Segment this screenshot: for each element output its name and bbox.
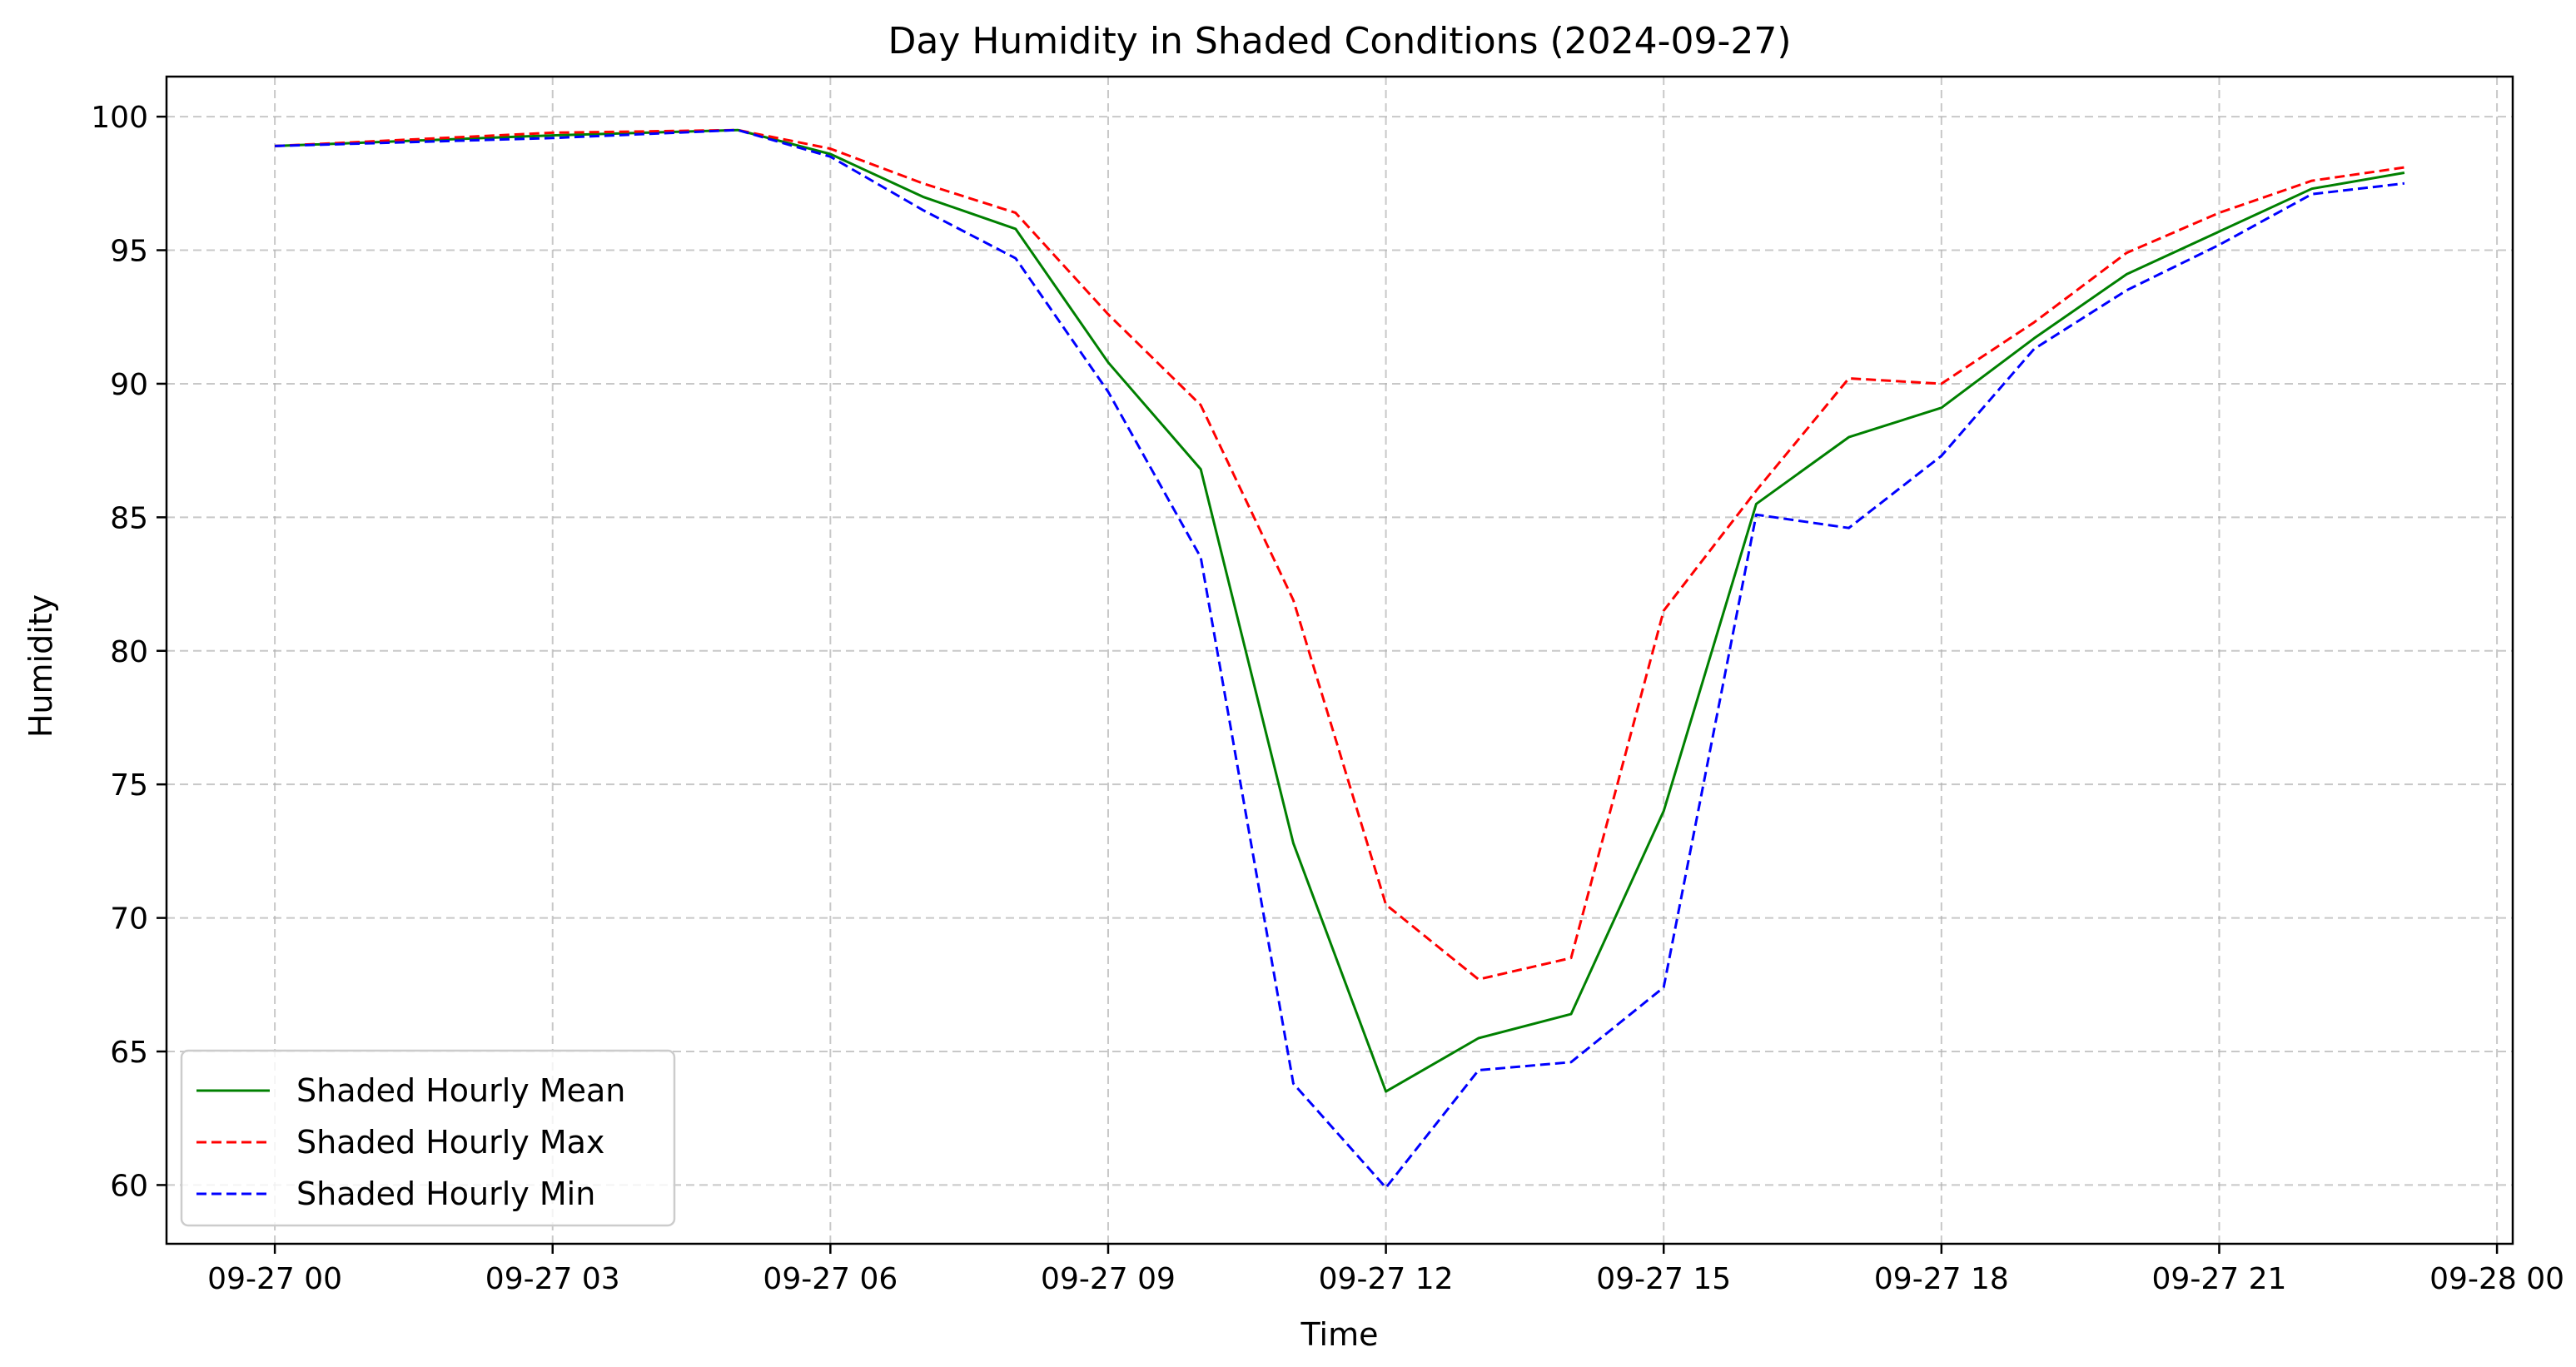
x-tick-label: 09-27 21 <box>2152 1262 2287 1296</box>
y-tick-label: 75 <box>110 768 148 803</box>
legend: Shaded Hourly Mean Shaded Hourly Max Shade… <box>180 1049 676 1227</box>
x-tick-label: 09-27 09 <box>1041 1262 1176 1296</box>
legend-label: Shaded Hourly Min <box>296 1176 595 1212</box>
legend-label: Shaded Hourly Mean <box>296 1072 625 1109</box>
x-axis-label: Time <box>1300 1316 1379 1353</box>
y-tick-label: 85 <box>110 501 148 535</box>
y-axis-ticks: 60 65 70 75 80 85 90 95 100 <box>91 101 167 1203</box>
legend-label: Shaded Hourly Max <box>296 1124 604 1161</box>
x-tick-label: 09-28 00 <box>2429 1262 2564 1296</box>
y-tick-label: 100 <box>91 101 148 135</box>
y-tick-label: 65 <box>110 1036 148 1070</box>
legend-entries: Shaded Hourly Mean Shaded Hourly Max Shade… <box>196 1072 625 1212</box>
series-line-shaded-hourly-min <box>275 128 2405 1190</box>
y-axis-label: Humidity <box>22 594 59 738</box>
legend-box <box>180 1049 676 1227</box>
y-tick-label: 60 <box>110 1169 148 1203</box>
y-tick-label: 70 <box>110 902 148 937</box>
x-tick-label: 09-27 00 <box>207 1262 342 1296</box>
x-tick-label: 09-27 06 <box>763 1262 898 1296</box>
x-tick-label: 09-27 15 <box>1596 1262 1731 1296</box>
y-tick-label: 90 <box>110 368 148 402</box>
x-tick-label: 09-27 18 <box>1874 1262 2009 1296</box>
x-axis-ticks: 09-27 00 09-27 03 09-27 06 09-27 09 09-27 12… <box>207 1244 2564 1296</box>
x-tick-label: 09-27 12 <box>1319 1262 1454 1296</box>
y-tick-label: 95 <box>110 235 148 269</box>
x-tick-label: 09-27 03 <box>485 1262 620 1296</box>
y-tick-label: 80 <box>110 635 148 669</box>
series-line-shaded-hourly-max <box>275 128 2405 981</box>
series-lines <box>275 128 2405 1190</box>
chart-title: Day Humidity in Shaded Conditions (2024-… <box>888 20 1791 62</box>
plot-frame <box>165 75 2514 1245</box>
series-line-shaded-hourly-mean <box>275 128 2405 1093</box>
